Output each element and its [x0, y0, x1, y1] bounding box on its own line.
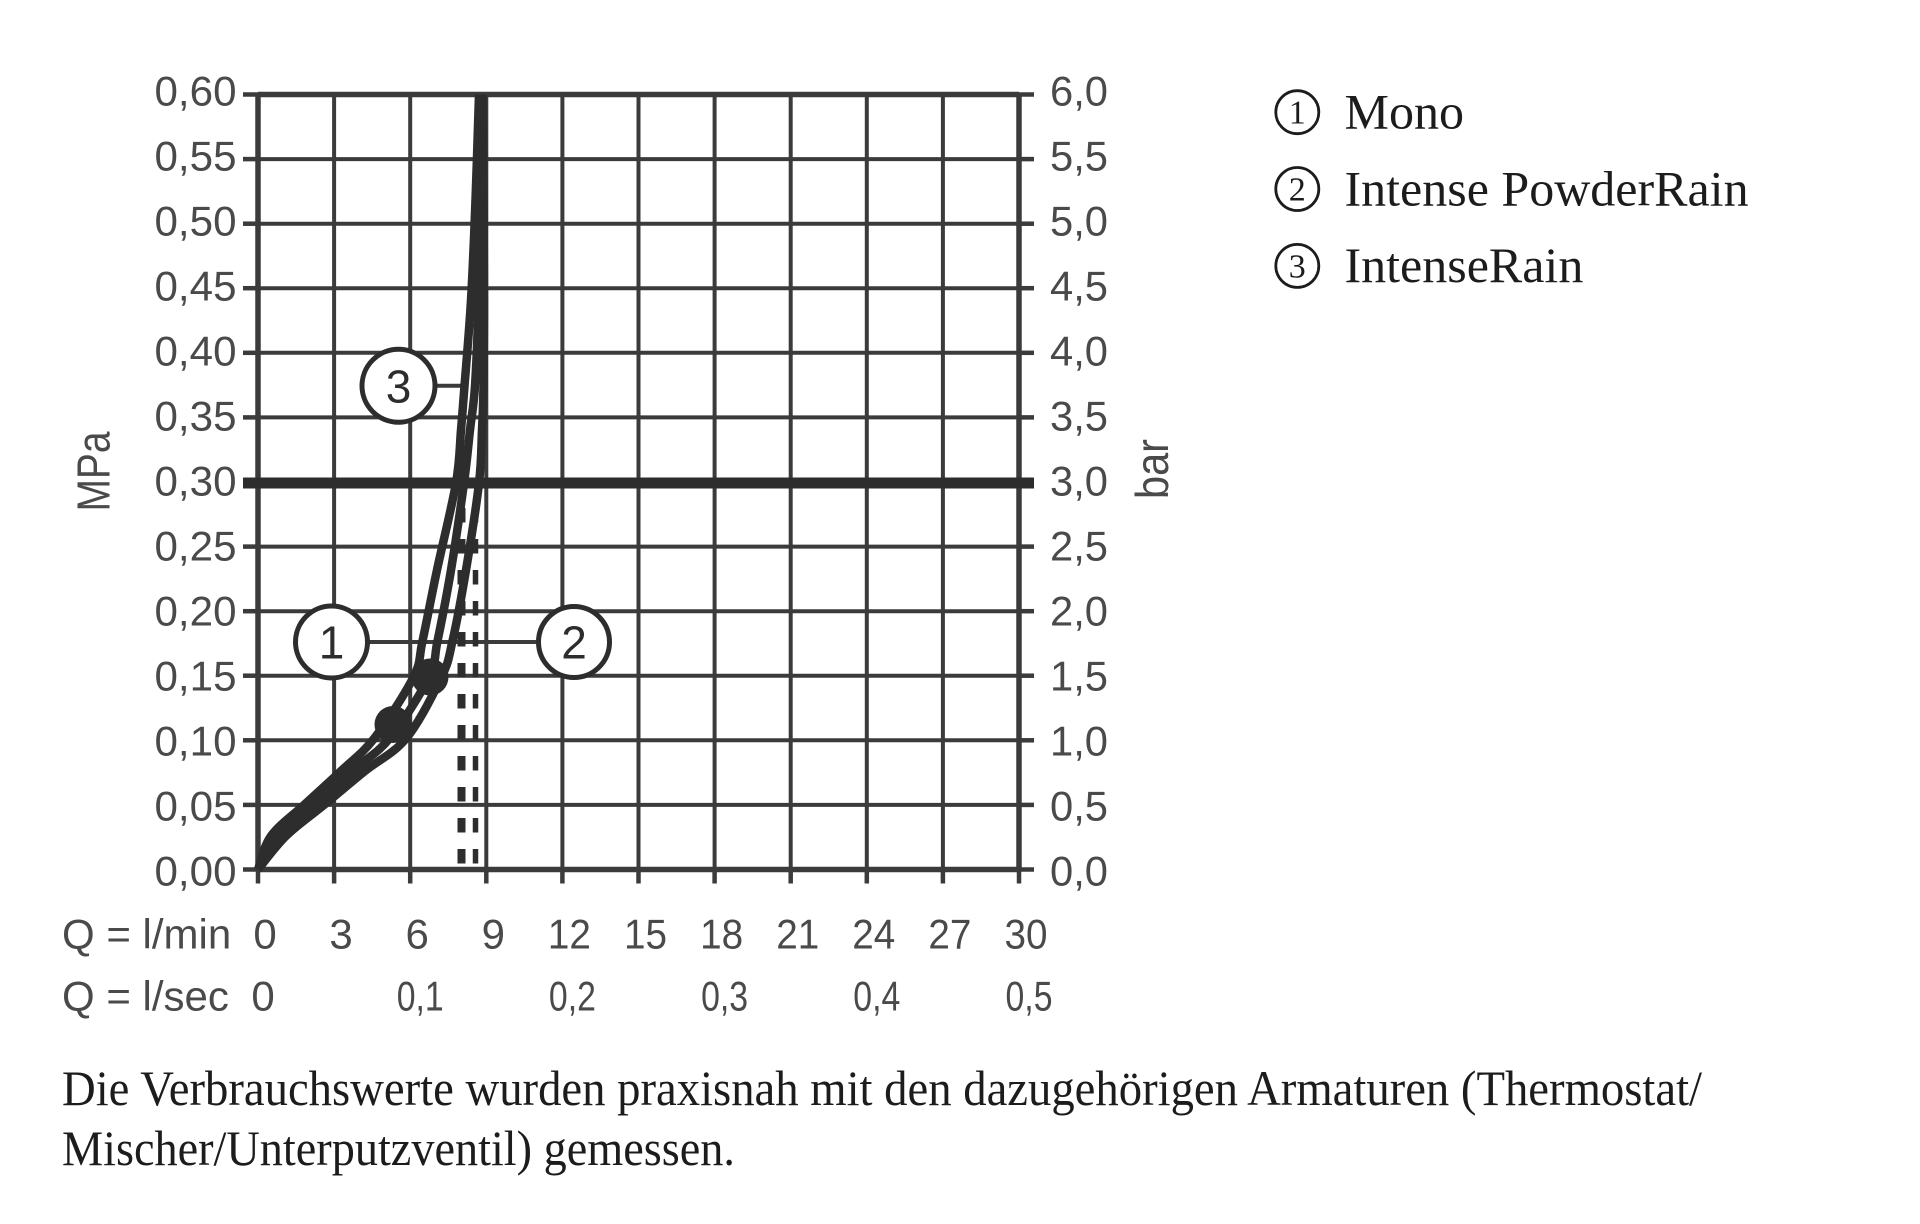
svg-text:Intense PowderRain: Intense PowderRain [1345, 160, 1749, 216]
svg-text:0,1: 0,1 [397, 973, 444, 1020]
svg-text:0,5: 0,5 [1006, 973, 1053, 1020]
svg-text:bar: bar [1126, 439, 1178, 499]
svg-text:3: 3 [1289, 248, 1306, 285]
svg-text:0: 0 [251, 973, 274, 1020]
svg-text:9: 9 [482, 911, 505, 958]
svg-text:0,40: 0,40 [155, 328, 237, 375]
svg-text:4,0: 4,0 [1050, 328, 1108, 375]
svg-text:18: 18 [700, 911, 743, 958]
svg-text:1: 1 [1289, 95, 1306, 132]
svg-text:Q = l/min: Q = l/min [62, 911, 231, 958]
svg-text:1,0: 1,0 [1050, 718, 1108, 765]
svg-text:2: 2 [1289, 172, 1306, 209]
svg-text:6,0: 6,0 [1050, 68, 1108, 115]
svg-text:24: 24 [852, 911, 895, 958]
svg-text:2,5: 2,5 [1050, 523, 1108, 570]
svg-text:0,25: 0,25 [155, 523, 237, 570]
svg-text:0,5: 0,5 [1050, 783, 1108, 830]
svg-text:0,45: 0,45 [155, 263, 237, 310]
svg-text:Die Verbrauchswerte wurden pra: Die Verbrauchswerte wurden praxisnah mit… [62, 1060, 1702, 1116]
svg-text:Q = l/sec: Q = l/sec [62, 973, 229, 1020]
svg-text:0,30: 0,30 [155, 458, 237, 505]
svg-text:0,60: 0,60 [155, 68, 237, 115]
svg-text:0: 0 [253, 911, 276, 958]
svg-text:0,35: 0,35 [155, 393, 237, 440]
svg-text:0,2: 0,2 [549, 973, 596, 1020]
svg-text:0,20: 0,20 [155, 588, 237, 635]
svg-text:27: 27 [928, 911, 971, 958]
svg-text:21: 21 [776, 911, 819, 958]
svg-text:3: 3 [386, 360, 412, 412]
svg-text:6: 6 [406, 911, 429, 958]
svg-text:0,50: 0,50 [155, 198, 237, 245]
svg-text:3: 3 [329, 911, 352, 958]
svg-text:2,0: 2,0 [1050, 588, 1108, 635]
svg-text:30: 30 [1005, 911, 1048, 958]
svg-text:Mono: Mono [1345, 84, 1464, 140]
svg-text:0,00: 0,00 [155, 848, 237, 895]
svg-text:5,5: 5,5 [1050, 133, 1108, 180]
svg-text:0,10: 0,10 [155, 718, 237, 765]
svg-text:12: 12 [548, 911, 591, 958]
svg-text:0,0: 0,0 [1050, 848, 1108, 895]
svg-text:3,5: 3,5 [1050, 393, 1108, 440]
svg-text:0,55: 0,55 [155, 133, 237, 180]
svg-text:4,5: 4,5 [1050, 263, 1108, 310]
svg-text:0,4: 0,4 [853, 973, 900, 1020]
svg-text:3,0: 3,0 [1050, 458, 1108, 505]
svg-text:1: 1 [319, 617, 345, 669]
svg-text:Mischer/Unterputzventil) gemes: Mischer/Unterputzventil) gemessen. [62, 1120, 735, 1176]
svg-text:IntenseRain: IntenseRain [1345, 237, 1584, 293]
svg-text:5,0: 5,0 [1050, 198, 1108, 245]
svg-text:0,15: 0,15 [155, 653, 237, 700]
svg-text:2: 2 [561, 617, 587, 669]
svg-text:0,05: 0,05 [155, 783, 237, 830]
svg-text:MPa: MPa [68, 431, 120, 511]
svg-text:1,5: 1,5 [1050, 653, 1108, 700]
svg-text:15: 15 [624, 911, 667, 958]
svg-text:0,3: 0,3 [701, 973, 748, 1020]
